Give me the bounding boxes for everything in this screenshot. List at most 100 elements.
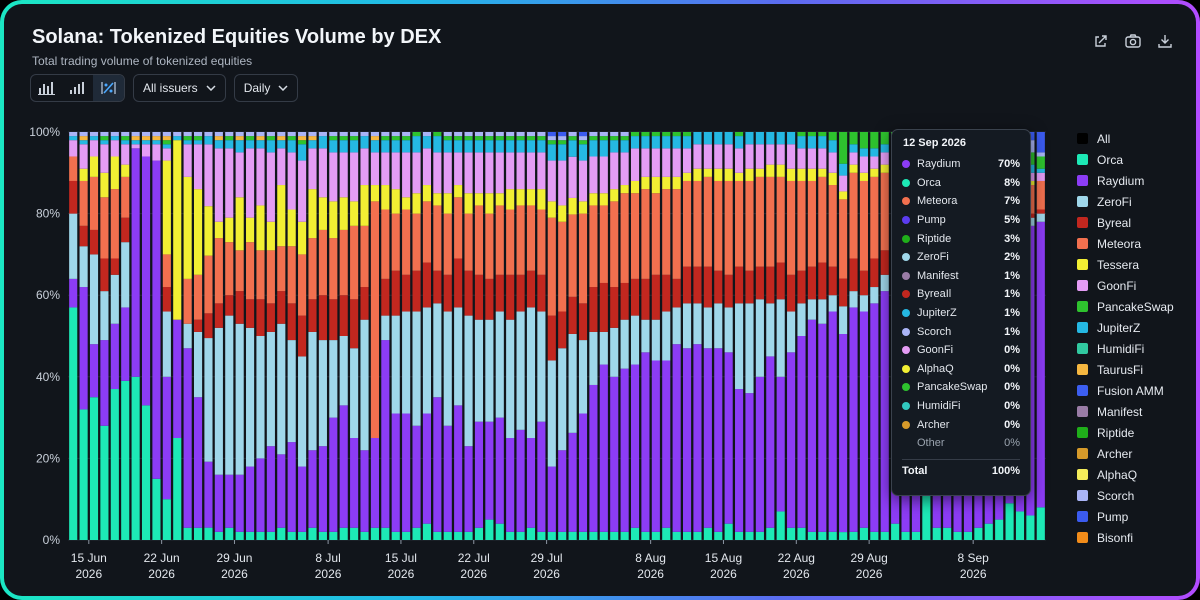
legend-item[interactable]: GoonFi xyxy=(1077,275,1174,296)
tooltip-series-value: 1% xyxy=(1004,307,1020,320)
bar-segment-byreal xyxy=(485,278,494,320)
bar-segment-orca xyxy=(963,531,973,540)
bar-segment-jupiterz xyxy=(422,136,432,149)
bar-segment-scorch xyxy=(485,132,494,137)
bar-segment-tessera xyxy=(121,164,130,177)
bar-segment-meteora xyxy=(651,193,660,275)
bar-column xyxy=(610,132,619,540)
bar-segment-goonfi xyxy=(225,148,234,218)
bar-segment-raydium xyxy=(516,429,525,532)
bar-segment-byreal xyxy=(422,262,432,308)
bar-segment-raydium xyxy=(537,421,546,532)
bar-segment-meteora xyxy=(214,238,223,304)
bar-segment-zerofi xyxy=(183,323,192,349)
bar-segment-pancakeswap xyxy=(651,132,660,137)
bar-column xyxy=(506,132,515,540)
bar-segment-tessera xyxy=(287,209,296,247)
bar-segment-zerofi xyxy=(839,306,848,335)
x-tick-year: 2026 xyxy=(710,567,737,581)
bar-segment-orca xyxy=(818,531,827,540)
bar-segment-orca xyxy=(859,527,868,540)
legend-item[interactable]: PancakeSwap xyxy=(1077,296,1174,317)
legend-item[interactable]: Archer xyxy=(1077,443,1174,464)
tooltip-series-value: 0% xyxy=(1004,400,1020,413)
bar-segment-zerofi xyxy=(662,311,671,361)
legend-item[interactable]: All xyxy=(1077,128,1174,149)
tooltip-dot xyxy=(902,234,910,243)
legend-item[interactable]: Fusion AMM xyxy=(1077,380,1174,401)
x-tick-label: 29 Jul xyxy=(531,551,563,565)
bar-segment-goonfi xyxy=(204,144,213,207)
legend-item[interactable]: Meteora xyxy=(1077,233,1174,254)
bar-chart-button[interactable] xyxy=(31,75,62,101)
bar-segment-meteora xyxy=(422,201,432,263)
bar-segment-goonfi xyxy=(870,156,879,169)
legend-swatch xyxy=(1077,238,1088,249)
tooltip-series-name: ByreaIl xyxy=(917,288,952,301)
bar-segment-byreal xyxy=(693,266,702,304)
legend-item[interactable]: HumidiFi xyxy=(1077,338,1174,359)
legend-item[interactable]: ZeroFi xyxy=(1077,191,1174,212)
bar-segment-raydium xyxy=(797,336,806,528)
bar-column xyxy=(537,132,546,540)
bar-segment-orca xyxy=(797,527,806,540)
interval-dropdown[interactable]: Daily xyxy=(233,74,299,102)
legend-item[interactable]: AlphaQ xyxy=(1077,464,1174,485)
x-tick-label: 15 Aug xyxy=(705,551,742,565)
bar-segment-orca xyxy=(776,511,785,540)
legend-item[interactable]: Riptide xyxy=(1077,422,1174,443)
bar-segment-goonfi xyxy=(589,156,598,194)
bar-segment-goonfi xyxy=(412,152,421,194)
legend-item[interactable]: Bisonfi xyxy=(1077,527,1174,548)
download-button[interactable] xyxy=(1156,32,1174,50)
bar-segment-raydium xyxy=(256,458,265,532)
bar-segment-orca xyxy=(839,532,848,540)
legend-item[interactable]: Manifest xyxy=(1077,401,1174,422)
bar-segment-raydium xyxy=(464,446,473,532)
legend-item[interactable]: TaurusFi xyxy=(1077,359,1174,380)
percent-chart-button[interactable] xyxy=(93,75,124,101)
bar-segment-raydium xyxy=(703,348,712,528)
x-tick-year: 2026 xyxy=(75,567,102,581)
bar-segment-tessera xyxy=(849,164,858,173)
legend-item[interactable]: Orca xyxy=(1077,149,1174,170)
bar-segment-zerofi xyxy=(256,336,265,459)
bar-segment-meteora xyxy=(121,176,130,218)
bar-segment-tessera xyxy=(745,168,754,181)
bar-segment-goonfi xyxy=(537,152,546,190)
bar-segment-scorch xyxy=(298,132,307,137)
bar-segment-byreal xyxy=(818,262,827,300)
bar-segment-zerofi xyxy=(735,303,744,390)
bar-column xyxy=(880,132,889,540)
bar-segment-goonfi xyxy=(558,160,567,206)
bar-segment-raydium xyxy=(474,421,484,528)
bar-segment-zerofi xyxy=(89,254,99,345)
bar-column xyxy=(360,132,369,540)
legend-swatch xyxy=(1077,448,1088,459)
bar-segment-taurusfi xyxy=(256,136,265,141)
legend-item[interactable]: Tessera xyxy=(1077,254,1174,275)
bar-segment-tessera xyxy=(464,193,473,214)
legend-item[interactable]: Byreal xyxy=(1077,212,1174,233)
legend-item[interactable]: Scorch xyxy=(1077,485,1174,506)
bar-segment-zerofi xyxy=(193,331,203,398)
bar-segment-jupiterz xyxy=(1036,168,1045,173)
bar-segment-tessera xyxy=(277,185,286,247)
bar-segment-tessera xyxy=(693,168,702,181)
legend-item[interactable]: Raydium xyxy=(1077,170,1174,191)
chart-mode-group xyxy=(30,74,125,102)
legend-label: Manifest xyxy=(1097,404,1143,419)
bar-segment-scorch xyxy=(526,132,536,137)
bar-segment-zerofi xyxy=(1036,213,1045,222)
bar-segment-goonfi xyxy=(329,152,338,202)
stacked-bar-button[interactable] xyxy=(62,75,93,101)
bar-segment-orca xyxy=(735,531,744,540)
screenshot-button[interactable] xyxy=(1124,32,1142,50)
bar-segment-meteora xyxy=(183,278,192,324)
bar-segment-meteora xyxy=(703,176,712,267)
legend-item[interactable]: Pump xyxy=(1077,506,1174,527)
bar-segment-raydium xyxy=(662,360,671,528)
issuer-dropdown[interactable]: All issuers xyxy=(133,74,226,102)
legend-item[interactable]: JupiterZ xyxy=(1077,317,1174,338)
external-link-button[interactable] xyxy=(1092,32,1110,50)
